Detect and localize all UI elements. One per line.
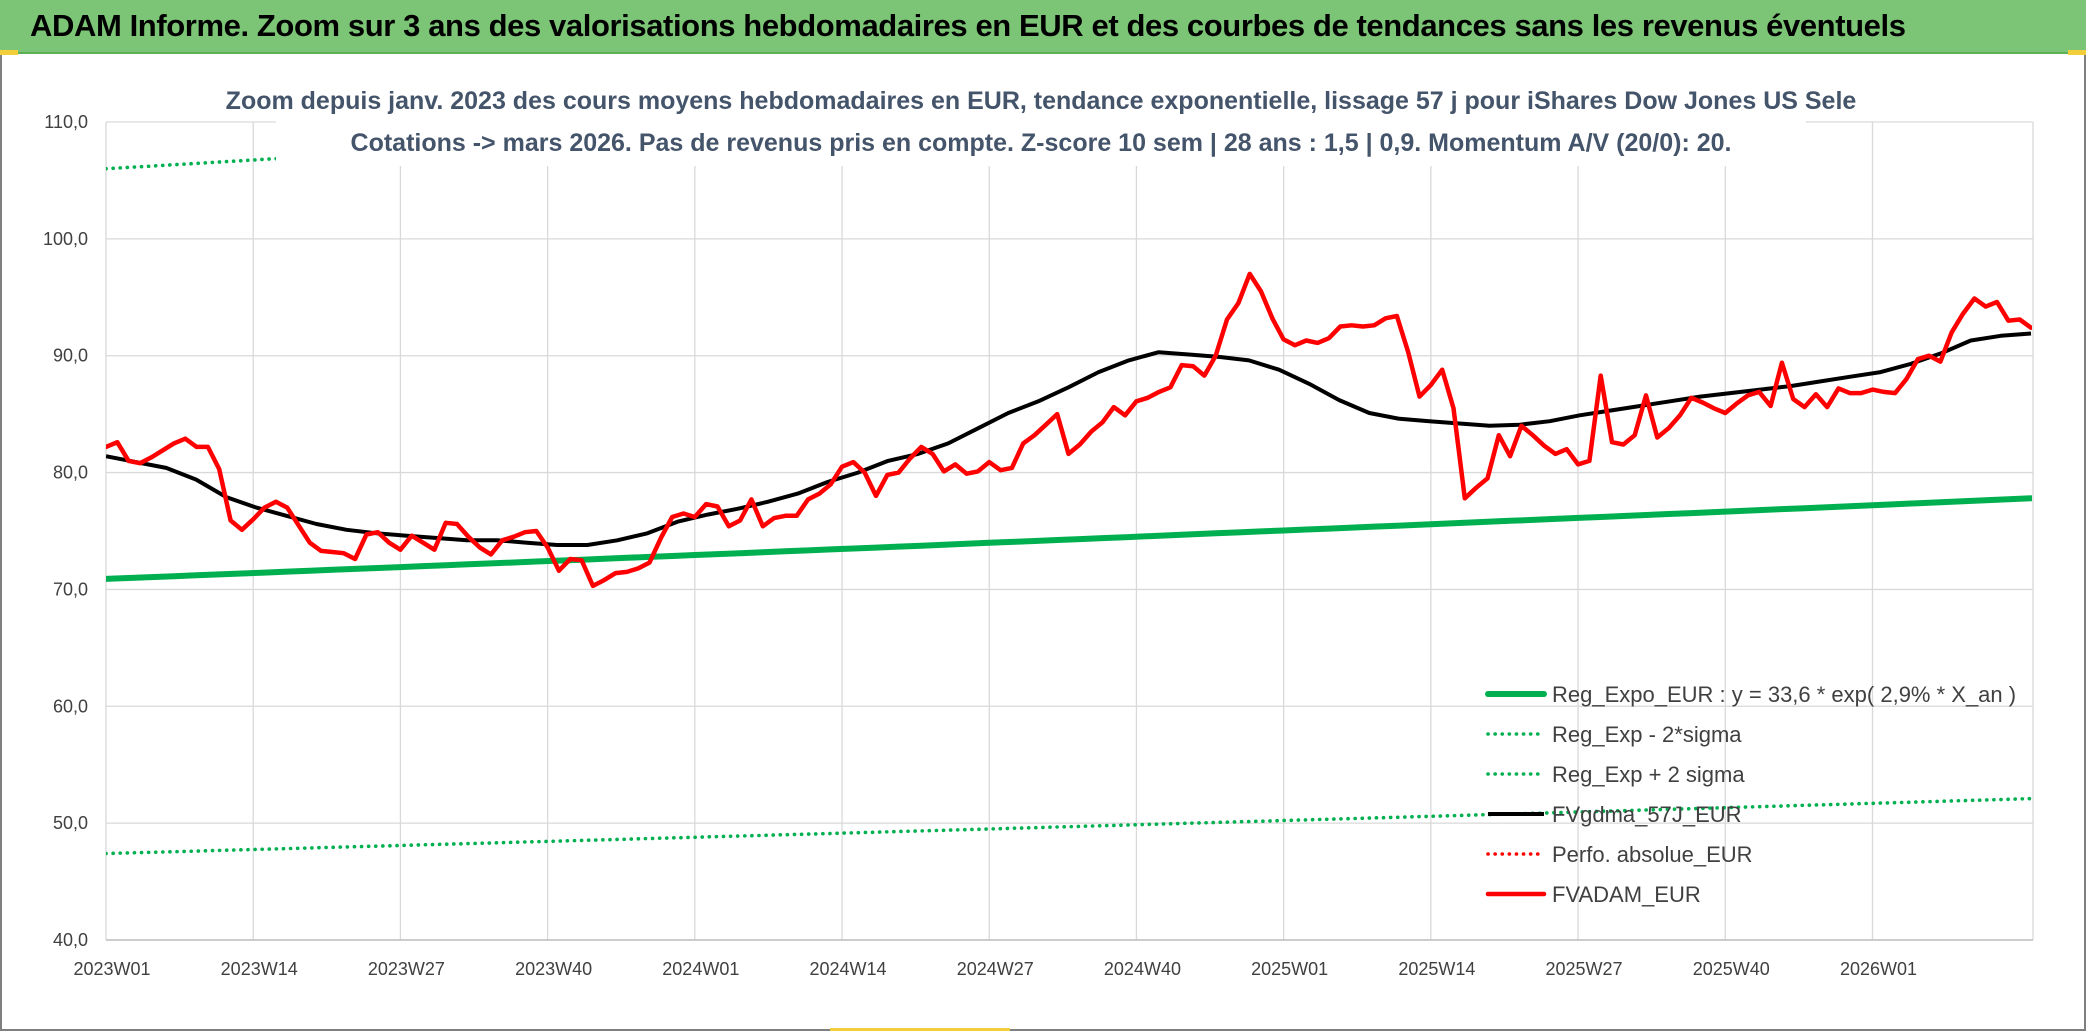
legend-entry: Reg_Exp + 2 sigma [1486,762,1745,787]
x-tick-label: 2026W01 [1840,959,1917,979]
legend-entry: Reg_Exp - 2*sigma [1486,722,1742,747]
x-tick-label: 2025W27 [1546,959,1623,979]
legend-entry: Reg_Expo_EUR : y = 33,6 * exp( 2,9% * X_… [1485,682,2016,707]
y-tick-label: 50,0 [53,813,88,833]
series-layer [106,122,2032,856]
x-tick-label: 2023W14 [221,959,298,979]
x-tick-label: 2025W14 [1398,959,1475,979]
x-tick-label: 2025W40 [1693,959,1770,979]
x-tick-label: 2024W14 [809,959,886,979]
legend-label: Reg_Exp + 2 sigma [1552,762,1745,787]
legend: Reg_Expo_EUR : y = 33,6 * exp( 2,9% * X_… [1485,682,2016,907]
header-bar: ADAM Informe. Zoom sur 3 ans des valoris… [0,0,2086,54]
y-axis: 40,0 50,0 60,0 70,0 80,0 90,0 100,0 110,0 [43,112,88,950]
legend-label: Reg_Exp - 2*sigma [1552,722,1742,747]
x-tick-label: 2023W01 [73,959,150,979]
legend-entry: FVgdma_57J_EUR [1488,802,1742,827]
series-fvadam-eur [106,271,2032,589]
chart-title-line-2: Cotations -> mars 2026. Pas de revenus p… [351,129,1732,157]
x-tick-label: 2024W40 [1104,959,1181,979]
y-tick-label: 90,0 [53,346,88,366]
x-tick-label: 2024W27 [957,959,1034,979]
legend-entry: FVADAM_EUR [1485,882,1701,907]
header-accent-right [2068,50,2086,55]
legend-label: FVgdma_57J_EUR [1552,802,1742,827]
y-tick-label: 80,0 [53,463,88,483]
y-tick-label: 60,0 [53,696,88,716]
legend-label: Perfo. absolue_EUR [1552,842,1753,867]
legend-label: FVADAM_EUR [1552,882,1701,907]
x-tick-label: 2023W40 [515,959,592,979]
series-fvgdma-57j-eur [106,331,2032,547]
y-tick-label: 100,0 [43,229,88,249]
y-tick-label: 70,0 [53,579,88,599]
page-title: ADAM Informe. Zoom sur 3 ans des valoris… [30,8,1906,43]
legend-label: Reg_Expo_EUR : y = 33,6 * exp( 2,9% * X_… [1552,682,2016,707]
series-reg-exp-2-sigma [106,796,2032,856]
chart-title-line-1: Zoom depuis janv. 2023 des cours moyens … [226,87,1857,115]
gridlines [105,121,2034,941]
legend-entry: Perfo. absolue_EUR [1486,842,1753,867]
y-tick-label: 110,0 [44,112,88,132]
x-axis: 2023W01 2023W14 2023W27 2023W40 2024W01 2024W… [73,959,1917,979]
x-tick-label: 2024W01 [662,959,739,979]
series-reg-expo-eur-y-33-6-exp-2-9-x-an [106,495,2032,582]
y-tick-label: 40,0 [53,930,88,950]
header-accent-left [0,50,18,55]
bottom-accent [830,1028,1010,1031]
x-tick-label: 2025W01 [1251,959,1328,979]
chart-title-background [276,78,1806,166]
x-tick-label: 2023W27 [368,959,445,979]
